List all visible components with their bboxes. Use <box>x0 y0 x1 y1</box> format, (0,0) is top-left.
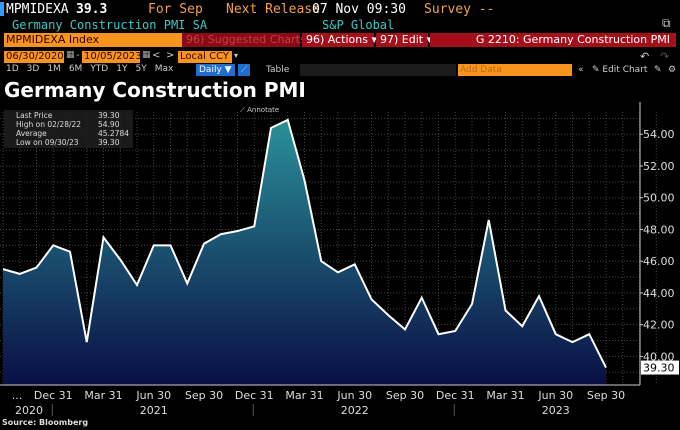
period-button-1y[interactable]: 1Y <box>116 64 128 74</box>
edit-chart-button[interactable]: ✎ Edit Chart <box>592 65 648 75</box>
popout-icon[interactable]: ⧉ <box>662 16 671 30</box>
legend-label: Average <box>16 129 47 138</box>
annotate-button[interactable]: ⟋ Annotate <box>240 106 280 114</box>
start-date-input[interactable]: 06/30/2020 <box>4 51 64 63</box>
legend: Last Price 39.30 High on 02/28/22 54.90 Aver… <box>4 110 134 148</box>
x-tick-label: Dec 31 <box>34 389 73 402</box>
year-label: 2022 <box>341 404 369 417</box>
x-tick-label: Jun 30 <box>336 389 372 402</box>
area-fill <box>3 119 606 386</box>
legend-value: 39.30 <box>98 138 120 147</box>
legend-value: 45.2784 <box>98 129 130 138</box>
period-button-max[interactable]: Max <box>154 64 174 74</box>
legend-value: 54.90 <box>98 120 120 129</box>
line-chart-icon[interactable]: ⟋ <box>238 64 251 76</box>
currency-select[interactable]: Local CCY <box>178 51 232 63</box>
add-data-input[interactable]: Add Data <box>458 64 572 76</box>
gear-icon[interactable]: ⚙ <box>668 65 677 75</box>
series-line <box>2 118 607 368</box>
legend-row: Last Price 39.30 <box>8 111 129 120</box>
calendar-icon[interactable]: ▦ <box>142 50 151 60</box>
period-button-5y[interactable]: 5Y <box>135 64 147 74</box>
security-field[interactable]: MPMIDEXA Index <box>4 33 182 47</box>
end-date-input[interactable]: 10/05/2023 <box>82 51 142 63</box>
chart-title: Germany Construction PMI <box>4 78 306 102</box>
year-label: 2023 <box>542 404 570 417</box>
undo-icon[interactable]: ↶ <box>640 50 650 63</box>
last-value-label: 39.30 <box>643 362 675 375</box>
period-button-3d[interactable]: 3D <box>26 64 40 74</box>
year-label: 2020 <box>15 404 43 417</box>
redo-icon[interactable]: ↷ <box>660 50 670 63</box>
y-tick-label: 46.00 <box>643 255 675 268</box>
x-tick-label: Sep 30 <box>386 389 424 402</box>
collapse-icon[interactable]: « <box>578 65 584 75</box>
ticker: MPMIDEXA <box>6 2 69 17</box>
chevron-down-icon[interactable]: ▾ <box>234 51 239 60</box>
y-tick-label: 48.00 <box>643 223 675 236</box>
period: For Sep <box>148 2 203 17</box>
y-tick-label: 52.00 <box>643 160 675 173</box>
ticker-marker <box>0 2 4 16</box>
y-tick-label: 42.00 <box>643 319 675 332</box>
next-icon[interactable]: > <box>166 50 175 61</box>
period-button-1d[interactable]: 1D <box>6 64 19 74</box>
last-value-tag <box>641 360 679 375</box>
legend-label: Low on 09/30/23 <box>16 138 79 147</box>
source: Source: Bloomberg <box>2 418 89 427</box>
legend-label: High on 02/28/22 <box>16 120 82 129</box>
x-tick-label: Sep 30 <box>587 389 625 402</box>
y-tick-label: 44.00 <box>643 287 675 300</box>
period-button-1m[interactable]: 1M <box>47 64 61 74</box>
year-label: 2021 <box>140 404 168 417</box>
x-tick-label: Mar 31 <box>84 389 122 402</box>
annotate-label: Annotate <box>247 106 280 114</box>
suggested-charts-button[interactable]: 96) Suggested Charts <box>182 33 306 47</box>
next-release-label: Next Release <box>226 2 320 17</box>
y-tick-label: 54.00 <box>643 128 675 141</box>
y-tick-label: 40.00 <box>643 350 675 363</box>
x-tick-label: Jun 30 <box>135 389 171 402</box>
x-tick-label: Mar 31 <box>486 389 524 402</box>
edit-button[interactable]: 97) Edit ▾ <box>376 33 432 47</box>
legend-label: Last Price <box>16 111 53 120</box>
calendar-icon[interactable]: ▦ <box>66 50 75 60</box>
y-tick-label: 50.00 <box>643 192 675 205</box>
last-value: 39.3 <box>76 2 108 17</box>
x-tick-label: Mar 31 <box>285 389 323 402</box>
next-release: 07 Nov 09:30 <box>312 2 406 17</box>
legend-row: Low on 09/30/23 39.30 <box>8 138 129 147</box>
x-tick-label: Dec 31 <box>436 389 475 402</box>
legend-value: 39.30 <box>98 111 120 120</box>
x-tick-label: Sep 30 <box>185 389 223 402</box>
period-button-6m[interactable]: 6M <box>68 64 83 74</box>
legend-row: High on 02/28/22 54.90 <box>8 120 129 129</box>
security-description: Germany Construction PMI SA <box>12 18 208 32</box>
x-tick-label: ... <box>12 389 23 402</box>
source-org: S&P Global <box>322 18 395 32</box>
frequency-select[interactable]: Daily ▼ <box>196 64 235 76</box>
x-tick-label: Dec 31 <box>235 389 274 402</box>
survey: Survey -- <box>424 2 495 17</box>
function-title: G 2210: Germany Construction PMI <box>430 33 676 47</box>
actions-button[interactable]: 96) Actions ▾ <box>302 33 377 47</box>
prev-icon[interactable]: < <box>152 50 161 61</box>
period-button-ytd[interactable]: YTD <box>90 64 109 74</box>
x-tick-label: Jun 30 <box>537 389 573 402</box>
legend-row: Average 45.2784 <box>8 129 129 138</box>
edit-icon[interactable]: ✎ <box>654 65 662 75</box>
table-button[interactable]: Table <box>266 65 290 75</box>
